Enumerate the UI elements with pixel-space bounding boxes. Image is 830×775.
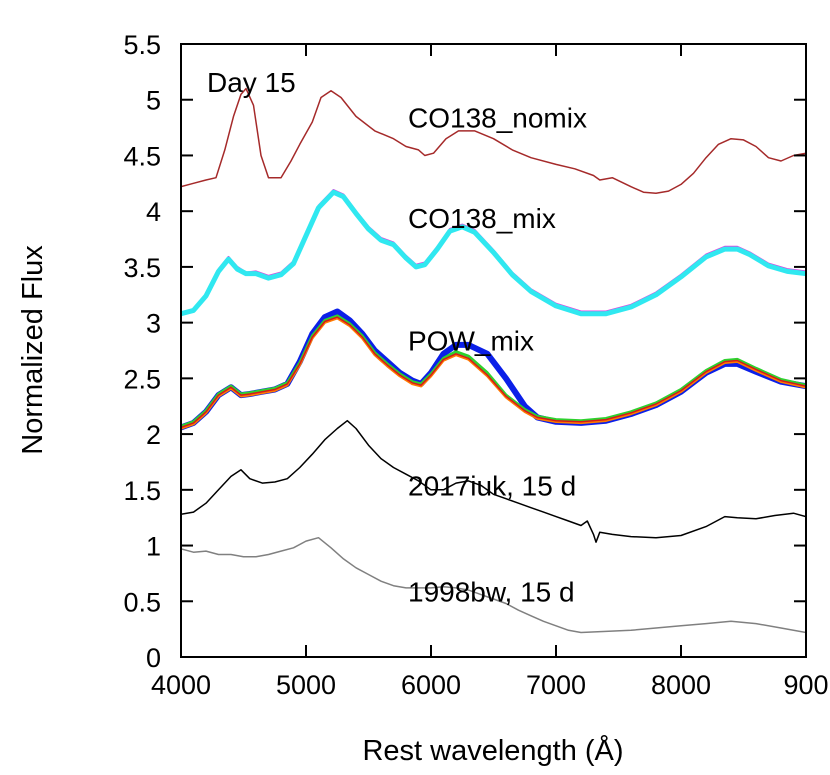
labels-layer: CO138_nomix CO138_mix POW_mix 2017iuk, 15 d… <box>408 103 587 608</box>
y-tick-label: 3 <box>146 309 161 339</box>
y-tick-label: 1.5 <box>123 476 161 506</box>
y-tick-label: 2 <box>146 420 161 450</box>
plot-frame <box>180 43 807 658</box>
series-label-2: POW_mix <box>408 326 534 357</box>
y-tick-label: 0.5 <box>123 587 161 617</box>
x-tick-label: 900 <box>783 670 828 700</box>
x-tick-label: 5000 <box>276 670 336 700</box>
annotation-label: Day 15 <box>207 67 296 98</box>
series-line-6 <box>181 316 806 429</box>
y-tick-label: 0 <box>146 643 161 673</box>
series-line-4 <box>181 314 806 428</box>
series-label-3: 2017iuk, 15 d <box>408 470 576 501</box>
x-tick-label: 4000 <box>151 670 211 700</box>
series-line-5 <box>181 316 806 430</box>
y-tick-label: 5.5 <box>123 30 161 60</box>
series-line-7 <box>181 419 806 543</box>
y-tick-label: 2.5 <box>123 364 161 394</box>
x-tick-label: 6000 <box>401 670 461 700</box>
series-line-0 <box>181 87 806 195</box>
series-label-4: 1998bw, 15 d <box>408 576 575 607</box>
y-tick-label: 5 <box>146 86 161 116</box>
y-tick-label: 3.5 <box>123 253 161 283</box>
series-label-0: CO138_nomix <box>408 103 587 134</box>
y-tick-label: 4.5 <box>123 141 161 171</box>
x-tick-label: 8000 <box>651 670 711 700</box>
series-line-8 <box>181 536 806 634</box>
x-tick-label: 7000 <box>526 670 586 700</box>
ticks-layer: 4000 5000 6000 7000 8000 90000.511.522.533.54… <box>123 30 828 700</box>
series-label-1: CO138_mix <box>408 203 556 234</box>
series-layer <box>181 87 806 634</box>
y-tick-label: 4 <box>146 197 161 227</box>
y-axis-title: Normalized Flux <box>17 245 49 455</box>
y-tick-label: 1 <box>146 532 161 562</box>
series-line-2 <box>181 189 806 317</box>
x-axis-title: Rest wavelength (Å) <box>362 734 623 767</box>
